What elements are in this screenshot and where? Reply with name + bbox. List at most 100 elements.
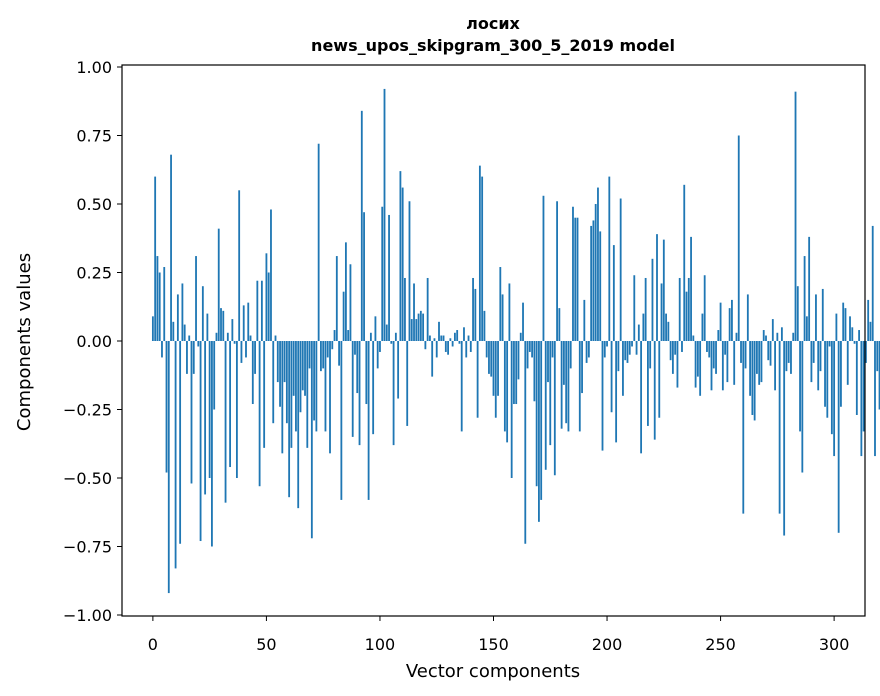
bar-255 xyxy=(731,299,733,341)
bar-225 xyxy=(662,239,665,341)
bar-272 xyxy=(769,341,772,366)
bar-147 xyxy=(485,341,488,358)
bar-210 xyxy=(628,341,631,355)
bar-267 xyxy=(758,341,761,385)
bar-200 xyxy=(606,341,608,347)
bar-119 xyxy=(422,313,425,341)
bar-183 xyxy=(567,341,570,432)
bar-39 xyxy=(240,341,243,363)
bar-128 xyxy=(442,335,445,341)
bar-241 xyxy=(699,341,702,396)
bar-29 xyxy=(217,228,220,341)
bar-192 xyxy=(587,341,590,358)
bar-201 xyxy=(608,176,611,341)
bar-19 xyxy=(195,256,197,341)
bar-146 xyxy=(483,310,486,341)
bar-17 xyxy=(190,341,193,484)
bar-7 xyxy=(167,341,170,594)
bar-224 xyxy=(660,283,663,341)
x-axis-label: Vector components xyxy=(406,661,580,682)
bar-232 xyxy=(678,277,681,341)
bar-177 xyxy=(553,341,556,476)
bar-44 xyxy=(251,341,254,405)
bar-317 xyxy=(871,225,874,341)
y-tick-label: 1.00 xyxy=(76,58,112,77)
bar-307 xyxy=(849,316,851,341)
bar-140 xyxy=(469,341,472,352)
bar-265 xyxy=(753,341,756,421)
bar-78 xyxy=(329,341,331,454)
bar-198 xyxy=(601,341,604,451)
bar-234 xyxy=(683,184,686,341)
bar-312 xyxy=(860,341,863,457)
y-axis-ticks: −1.00 −0.75 −0.50 −0.25 0.00 0.25 0.50 0.75 1.00 xyxy=(63,58,122,625)
bar-10 xyxy=(174,341,177,569)
bar-247 xyxy=(712,341,715,369)
bar-236 xyxy=(687,277,690,341)
bar-276 xyxy=(778,341,781,514)
bar-106 xyxy=(392,341,395,446)
bar-250 xyxy=(719,302,722,341)
bar-43 xyxy=(249,335,252,341)
bar-268 xyxy=(760,341,763,383)
bar-266 xyxy=(756,341,758,374)
bar-134 xyxy=(456,330,459,341)
bar-69 xyxy=(308,341,311,369)
bar-208 xyxy=(624,341,627,361)
bar-81 xyxy=(335,256,338,341)
y-tick-label: −1.00 xyxy=(63,606,112,625)
bar-94 xyxy=(365,341,368,405)
x-tick-label: 300 xyxy=(819,635,850,654)
bar-193 xyxy=(590,225,593,341)
bar-87 xyxy=(349,264,352,341)
bar-306 xyxy=(846,341,849,385)
bar-190 xyxy=(583,299,586,341)
bar-80 xyxy=(333,330,336,341)
bar-85 xyxy=(344,242,347,341)
bar-182 xyxy=(565,341,568,424)
bar-76 xyxy=(324,341,327,432)
bar-216 xyxy=(642,313,645,341)
bar-251 xyxy=(721,341,724,391)
bar-131 xyxy=(449,338,452,341)
bar-6 xyxy=(165,341,168,473)
bar-33 xyxy=(226,332,229,341)
bar-202 xyxy=(610,341,613,413)
bar-130 xyxy=(447,341,449,355)
bar-109 xyxy=(399,171,402,341)
bar-186 xyxy=(574,217,577,341)
bar-38 xyxy=(238,190,241,341)
bar-74 xyxy=(320,341,322,372)
bar-270 xyxy=(765,335,767,341)
bar-240 xyxy=(696,341,699,377)
bar-107 xyxy=(394,332,397,341)
bar-55 xyxy=(276,341,279,383)
bar-135 xyxy=(458,341,461,344)
bar-8 xyxy=(170,154,172,341)
bar-172 xyxy=(542,195,545,341)
bar-150 xyxy=(492,341,495,396)
bar-256 xyxy=(733,341,736,385)
bar-295 xyxy=(821,288,824,341)
bar-280 xyxy=(787,341,790,363)
bar-165 xyxy=(526,341,529,369)
bar-71 xyxy=(313,341,316,421)
bar-226 xyxy=(665,313,667,341)
bar-313 xyxy=(862,341,865,432)
bar-110 xyxy=(401,187,404,341)
bar-133 xyxy=(453,332,456,341)
bar-112 xyxy=(406,341,409,426)
bar-316 xyxy=(869,321,872,341)
bar-264 xyxy=(751,341,754,415)
bar-88 xyxy=(351,341,354,437)
bar-138 xyxy=(465,341,468,358)
bar-258 xyxy=(737,135,740,341)
bar-149 xyxy=(490,341,493,377)
bar-297 xyxy=(826,341,829,418)
bar-18 xyxy=(192,341,195,374)
bar-52 xyxy=(270,209,272,341)
bar-257 xyxy=(735,332,738,341)
bar-308 xyxy=(851,327,854,341)
bar-96 xyxy=(369,332,372,341)
bar-223 xyxy=(658,341,661,418)
